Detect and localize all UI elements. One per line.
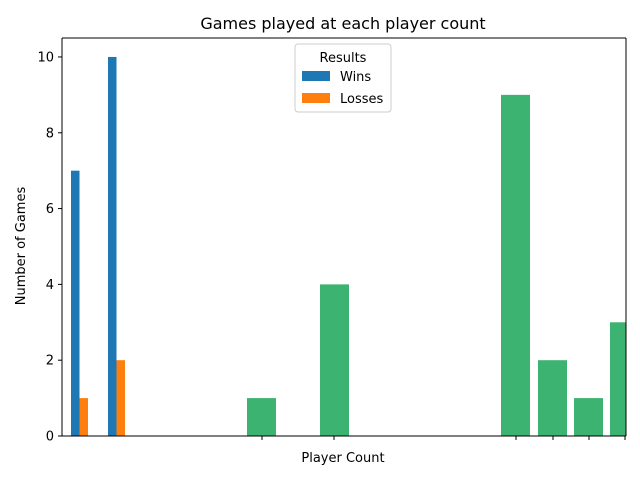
bar-green-1 [247, 398, 276, 436]
x-axis-label: Player Count [301, 451, 384, 466]
bar-green-6 [610, 322, 626, 436]
bar-green-2 [320, 284, 349, 436]
legend-label-wins: Wins [340, 70, 371, 85]
legend: Results Wins Losses [294, 43, 392, 113]
bar-wins-2 [108, 56, 117, 436]
legend-swatch-losses [302, 93, 330, 103]
bar-wins-1 [71, 170, 80, 436]
bar-green-4 [538, 360, 567, 436]
y-tick-label-10: 10 [37, 50, 54, 65]
chart-title: Games played at each player count [200, 14, 485, 33]
legend-label-losses: Losses [340, 92, 384, 107]
y-tick-label-8: 8 [46, 126, 54, 141]
bar-green-5 [574, 398, 603, 436]
y-axis-label: Number of Games [14, 187, 29, 306]
y-tick-label-6: 6 [46, 202, 54, 217]
legend-swatch-wins [302, 71, 330, 81]
y-tick-label-4: 4 [46, 278, 54, 293]
y-tick-label-0: 0 [46, 430, 54, 445]
bar-losses-1 [79, 398, 88, 436]
y-tick-label-2: 2 [46, 354, 54, 369]
bar-green-3 [501, 94, 530, 436]
legend-title: Results [320, 51, 367, 66]
bar-losses-2 [116, 360, 125, 436]
